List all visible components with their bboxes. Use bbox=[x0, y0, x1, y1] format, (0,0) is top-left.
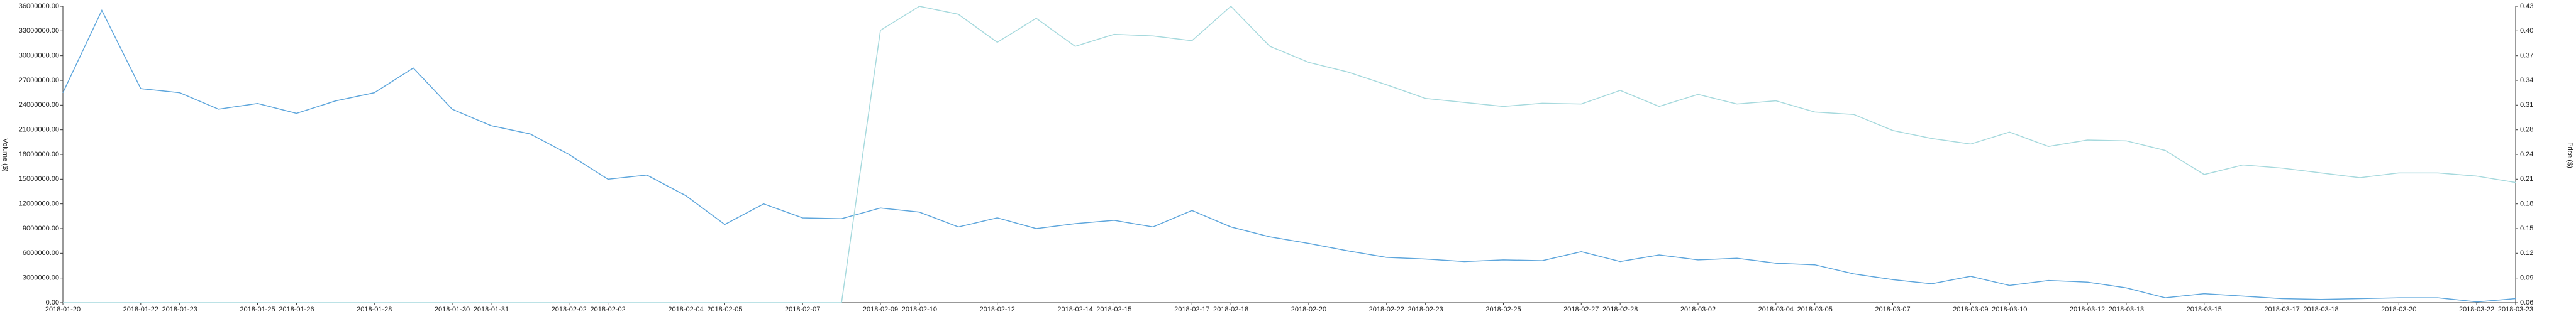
y2-tick-label: 0.28 bbox=[2520, 126, 2533, 134]
x-tick-label: 2018-01-28 bbox=[357, 306, 392, 313]
x-tick-label: 2018-03-22 bbox=[2459, 306, 2494, 313]
y-tick-label: 3000000.00 bbox=[23, 274, 59, 282]
x-tick-label: 2018-03-12 bbox=[2070, 306, 2105, 313]
y2-axis-title: Price ($) bbox=[2566, 142, 2573, 168]
x-tick-label: 2018-02-04 bbox=[668, 306, 703, 313]
x-tick-label: 2018-03-15 bbox=[2187, 306, 2222, 313]
x-tick-label: 2018-02-02 bbox=[591, 306, 626, 313]
x-tick-label: 2018-02-25 bbox=[1485, 306, 1521, 313]
x-tick-label: 2018-01-23 bbox=[162, 306, 197, 313]
x-tick-label: 2018-03-05 bbox=[1797, 306, 1833, 313]
x-tick-label: 2018-01-22 bbox=[123, 306, 158, 313]
y-tick-label: 12000000.00 bbox=[19, 200, 59, 208]
y2-tick-label: 0.15 bbox=[2520, 225, 2533, 232]
y2-tick-label: 0.06 bbox=[2520, 299, 2533, 306]
x-tick-label: 2018-02-18 bbox=[1213, 306, 1248, 313]
x-tick-label: 2018-03-07 bbox=[1875, 306, 1910, 313]
x-tick-label: 2018-02-14 bbox=[1057, 306, 1092, 313]
x-tick-label: 2018-02-28 bbox=[1602, 306, 1638, 313]
y-tick-label: 0.00 bbox=[46, 299, 59, 306]
series-line bbox=[62, 9, 2516, 303]
y-tick-label: 9000000.00 bbox=[23, 225, 59, 232]
x-tick-label: 2018-03-18 bbox=[2303, 306, 2338, 313]
y-tick-label: 36000000.00 bbox=[19, 3, 59, 10]
y2-tick-label: 0.40 bbox=[2520, 27, 2533, 35]
y-tick-label: 30000000.00 bbox=[19, 52, 59, 60]
x-tick-label: 2018-02-10 bbox=[902, 306, 937, 313]
y2-tick-label: 0.18 bbox=[2520, 200, 2533, 208]
y2-tick-label: 0.12 bbox=[2520, 249, 2533, 257]
y2-tick-label: 0.37 bbox=[2520, 52, 2533, 60]
y2-tick-label: 0.31 bbox=[2520, 101, 2533, 109]
y-tick-label: 27000000.00 bbox=[19, 77, 59, 84]
x-tick-label: 2018-02-15 bbox=[1096, 306, 1131, 313]
x-tick-label: 2018-03-20 bbox=[2381, 306, 2416, 313]
x-tick-label: 2018-02-27 bbox=[1563, 306, 1599, 313]
x-tick-label: 2018-01-25 bbox=[240, 306, 275, 313]
y-tick-label: 18000000.00 bbox=[19, 151, 59, 158]
x-tick-label: 2018-01-30 bbox=[435, 306, 470, 313]
y2-tick-label: 0.24 bbox=[2520, 151, 2533, 158]
y-tick-label: 33000000.00 bbox=[19, 27, 59, 35]
x-tick-label: 2018-02-12 bbox=[980, 306, 1015, 313]
series-line bbox=[63, 5, 2516, 303]
x-tick-label: 2018-01-31 bbox=[474, 306, 509, 313]
y-tick-label: 15000000.00 bbox=[19, 175, 59, 183]
x-tick-label: 2018-02-05 bbox=[707, 306, 742, 313]
x-tick-label: 2018-03-09 bbox=[1953, 306, 1988, 313]
x-tick-label: 2018-02-02 bbox=[552, 306, 587, 313]
x-tick-label: 2018-02-20 bbox=[1291, 306, 1326, 313]
x-tick-label: 2018-02-17 bbox=[1174, 306, 1209, 313]
x-tick-label: 2018-02-23 bbox=[1408, 306, 1443, 313]
x-tick-label: 2018-03-02 bbox=[1680, 306, 1716, 313]
y2-tick-label: 0.21 bbox=[2520, 175, 2533, 183]
x-tick-label: 2018-01-26 bbox=[279, 306, 314, 313]
y-tick-label: 6000000.00 bbox=[23, 249, 59, 257]
y2-tick-label: 0.34 bbox=[2520, 77, 2533, 84]
y-axis-title: Volume ($) bbox=[1, 138, 9, 171]
x-tick-label: 2018-02-09 bbox=[863, 306, 898, 313]
x-tick-label: 2018-03-17 bbox=[2264, 306, 2299, 313]
x-tick-label: 2018-02-07 bbox=[785, 306, 820, 313]
y-tick-label: 24000000.00 bbox=[19, 101, 59, 109]
y2-tick-label: 0.43 bbox=[2520, 3, 2533, 10]
x-tick-label: 2018-02-22 bbox=[1369, 306, 1404, 313]
x-tick-label: 2018-01-20 bbox=[45, 306, 80, 313]
y-tick-label: 21000000.00 bbox=[19, 126, 59, 134]
x-tick-label: 2018-03-04 bbox=[1758, 306, 1794, 313]
y2-tick-label: 0.09 bbox=[2520, 274, 2533, 282]
x-tick-label: 2018-03-10 bbox=[1992, 306, 2027, 313]
x-tick-label: 2018-03-23 bbox=[2498, 306, 2533, 313]
x-tick-label: 2018-03-13 bbox=[2109, 306, 2144, 313]
